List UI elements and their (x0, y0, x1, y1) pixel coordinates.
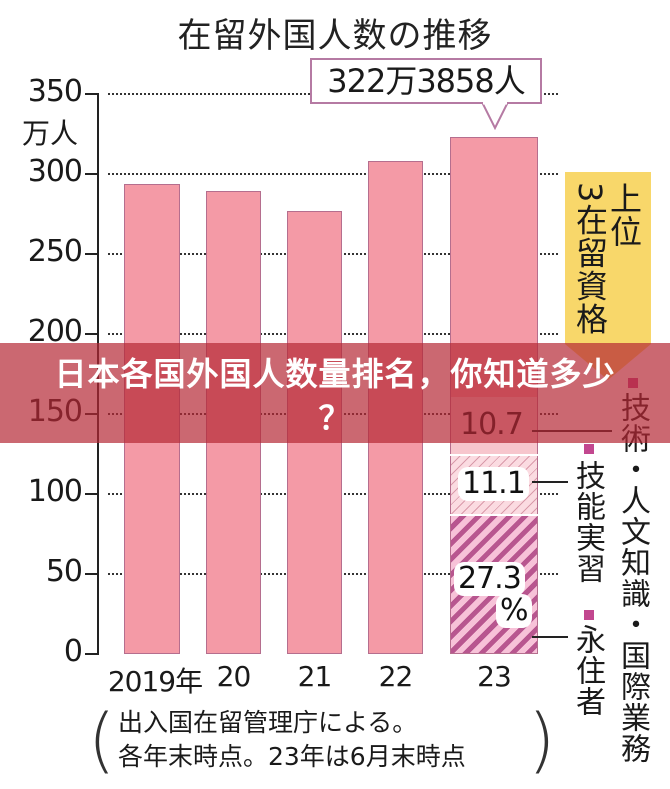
leader-line-eijuu (532, 636, 568, 638)
x-label-2022: 22 (378, 660, 414, 693)
x-label-2019: 2019年 (107, 665, 203, 698)
source-note: 出入国在留管理庁による。 各年末時点。23年は6月末時点 (118, 706, 588, 784)
total-callout: 322万3858人 (310, 58, 542, 104)
callout-pointer (480, 102, 510, 130)
y-tick (85, 493, 98, 495)
y-tick-label-100: 100 (27, 474, 83, 509)
source-note-line2: 各年末時点。23年は6月末時点 (118, 742, 466, 771)
legend-ginou: 技能実習 (570, 460, 605, 584)
y-tick (85, 93, 98, 95)
leader-line-ginou (532, 481, 568, 483)
note-close-paren: ) (528, 699, 556, 781)
segment-label-eijuu-percent: % (496, 594, 532, 628)
legend-gijutsu: 技術・人文知識・国際業務 (615, 392, 650, 764)
y-tick-label-350: 350 (27, 74, 83, 109)
segment-divider (451, 514, 537, 516)
note-open-paren: ( (88, 699, 116, 781)
y-tick-label-250: 250 (27, 234, 83, 269)
y-tick (85, 653, 98, 655)
legend-marker-ginou (584, 444, 594, 454)
top3-label-line2: 3在留資格 (571, 182, 609, 336)
y-axis-unit: 万人 (22, 117, 79, 150)
y-tick-label-0: 0 (63, 634, 83, 669)
headline-text: 日本各国外国人数量排名，你知道多少 ？ (0, 352, 670, 440)
top3-status-box (565, 172, 651, 344)
y-tick-label-300: 300 (27, 154, 83, 189)
x-label-2021: 21 (297, 660, 333, 693)
y-tick-label-50: 50 (45, 554, 83, 589)
top3-label-line1: 上位 (605, 182, 643, 248)
source-note-line1: 出入国在留管理庁による。 (118, 708, 418, 737)
gridline-300 (108, 173, 558, 175)
chart-title: 在留外国人数の推移 (177, 16, 493, 56)
legend-marker-eijuu (584, 610, 594, 620)
y-tick (85, 173, 98, 175)
segment-label-ginou: 11.1 (458, 467, 529, 501)
headline-line1: 日本各国外国人数量排名，你知道多少 (54, 355, 616, 393)
y-tick (85, 333, 98, 335)
x-label-2020: 20 (216, 660, 252, 693)
legend-eijuu: 永住者 (570, 624, 605, 717)
segment-label-eijuu-number: 27.3 (454, 562, 525, 596)
y-tick (85, 573, 98, 575)
y-tick (85, 253, 98, 255)
segment-divider (451, 454, 537, 456)
x-label-2023: 23 (477, 660, 512, 693)
headline-line2: ？ (318, 399, 352, 437)
headline-banner (0, 343, 670, 443)
